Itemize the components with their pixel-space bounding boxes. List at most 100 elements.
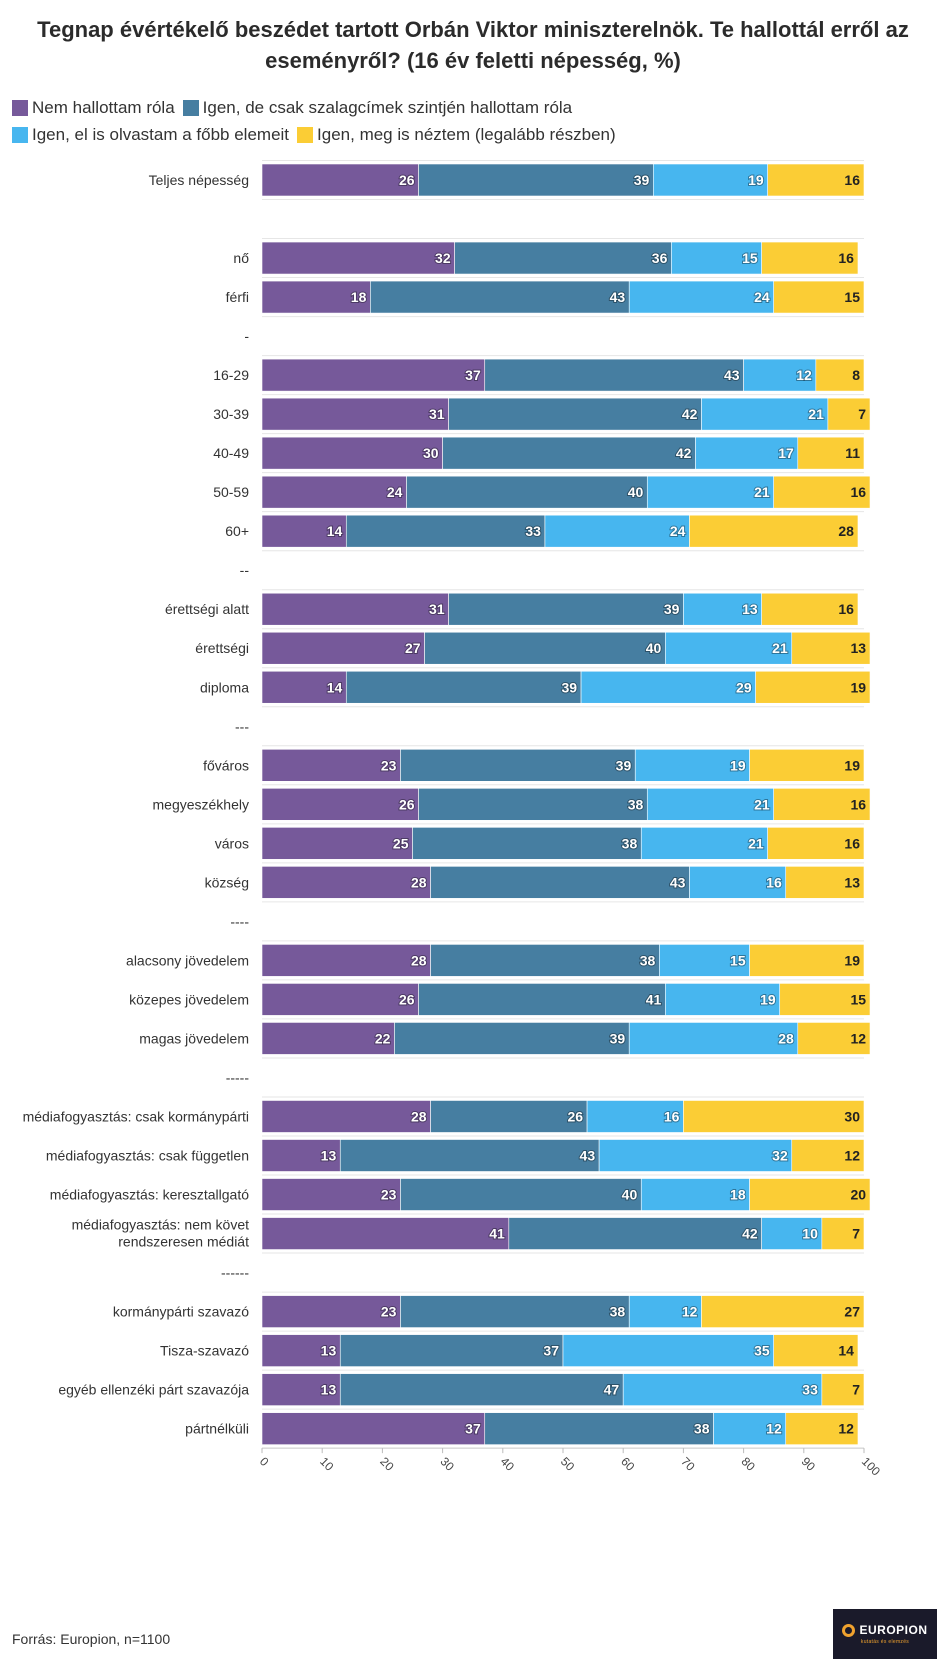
data-label: 21 (772, 640, 788, 656)
legend-swatch (182, 99, 199, 116)
category-label: érettségi alatt (165, 601, 249, 617)
bar-segment (261, 514, 347, 548)
bar-segment (261, 592, 449, 626)
legend-row-1: Nem hallottam róla Igen, de csak szalagc… (12, 94, 712, 121)
legend-label: Igen, el is olvastam a főbb elemeit (32, 124, 290, 144)
data-label: 16 (850, 484, 866, 500)
data-label: 12 (796, 367, 812, 383)
data-label: 21 (754, 796, 770, 812)
bar-segment (261, 670, 347, 704)
data-label: 14 (838, 1343, 854, 1359)
bar-segment (695, 436, 799, 470)
data-label: 23 (381, 757, 397, 773)
category-label: -- (240, 562, 250, 578)
bar-segment (261, 944, 431, 977)
bar-segment (628, 1295, 702, 1328)
data-label: 47 (604, 1382, 620, 1398)
bar-segment (261, 280, 371, 314)
x-tick-label: 10 (317, 1454, 337, 1474)
bar-segment (261, 827, 413, 860)
legend-item-nem-hallottam: Nem hallottam róla (12, 98, 175, 118)
legend-row-2: Igen, el is olvastam a főbb elemeit Igen… (12, 121, 712, 148)
bar-segment (448, 592, 684, 626)
bar-segment (442, 436, 696, 470)
category-label: médiafogyasztás: nem követ rendszeresen m… (72, 1217, 250, 1250)
data-label: 21 (808, 406, 824, 422)
data-label: 38 (694, 1421, 710, 1437)
data-label: 13 (844, 874, 860, 890)
data-label: 24 (387, 484, 403, 500)
category-label: --- (235, 718, 249, 734)
data-label: 42 (682, 406, 698, 422)
bar-segment (586, 1100, 684, 1133)
category-label: egyéb ellenzéki párt szavazója (58, 1382, 249, 1398)
bar-segment (400, 748, 636, 782)
source-note: Forrás: Europion, n=1100 (12, 1631, 171, 1647)
bar-segment (628, 1022, 799, 1055)
data-label: 37 (465, 1421, 481, 1437)
bar-segment (743, 358, 817, 392)
data-label: 28 (411, 952, 427, 968)
logo-row: EUROPION (842, 1623, 927, 1637)
bar-segment (749, 944, 865, 977)
bar-segment (339, 1139, 600, 1172)
data-label: 33 (525, 523, 541, 539)
logo-mark-icon (842, 1623, 856, 1637)
x-tick-label: 30 (437, 1454, 457, 1474)
bar-segment (508, 1217, 762, 1250)
legend-swatch (12, 99, 28, 116)
data-label: 12 (766, 1421, 782, 1437)
bar-segment (767, 163, 865, 197)
bar-segment (689, 866, 787, 899)
bar-segment (345, 514, 546, 548)
data-label: 7 (852, 1382, 860, 1398)
data-label: 40 (646, 640, 662, 656)
bar-segment (261, 748, 401, 782)
data-label: 11 (845, 445, 860, 461)
category-label: 50-59 (213, 484, 249, 500)
category-label: község (205, 874, 249, 890)
data-label: 39 (616, 757, 632, 773)
bar-segment (791, 631, 871, 665)
chart-title: Tegnap évértékelő beszédet tartott Orbán… (37, 17, 909, 73)
bar-segment (761, 1217, 823, 1250)
bar-segment (544, 514, 690, 548)
data-label: 16 (838, 601, 854, 617)
data-label: 41 (646, 991, 662, 1007)
logo-subtext: kutatás és elemzés (860, 1639, 910, 1645)
bar-segment (261, 866, 431, 899)
bar-segment (412, 827, 642, 860)
data-label: 19 (844, 757, 860, 773)
bar-segment (261, 1217, 510, 1250)
bar-segment (791, 1139, 865, 1172)
data-label: 26 (568, 1108, 584, 1124)
x-tick-label: 60 (618, 1454, 638, 1474)
category-label: médiafogyasztás: csak kormánypárti (23, 1108, 249, 1124)
category-label: 16-29 (213, 367, 249, 383)
data-label: 40 (628, 484, 644, 500)
data-label: 19 (850, 679, 866, 695)
data-label: 13 (321, 1382, 337, 1398)
data-label: 12 (682, 1304, 698, 1320)
data-label: 39 (610, 1030, 626, 1046)
bar-segment (418, 163, 654, 197)
data-label: 16 (844, 172, 860, 188)
bar-segment (689, 514, 859, 548)
stacked-bar-chart: Teljes népesség 26 39 19 16 nő 32 36 15 16 férfi 18… (23, 159, 883, 1479)
category-label: nő (233, 250, 249, 266)
bar-segment (261, 241, 455, 275)
data-label: 28 (411, 874, 427, 890)
bar-segment (640, 827, 768, 860)
x-tick-label: 50 (558, 1454, 578, 1474)
bar-segment (418, 788, 648, 821)
legend-label: Igen, meg is néztem (legalább részben) (317, 124, 616, 144)
legend: Nem hallottam róla Igen, de csak szalagc… (12, 94, 712, 148)
category-label: 30-39 (213, 406, 249, 422)
bar-segment (785, 866, 865, 899)
data-label: 23 (381, 1304, 397, 1320)
legend-label: Nem hallottam róla (32, 97, 175, 117)
data-label: 28 (411, 1108, 427, 1124)
bar-segment (821, 1373, 865, 1406)
legend-item-szalagcimek: Igen, de csak szalagcímek szintjén hallo… (182, 98, 572, 118)
data-label: 40 (622, 1187, 638, 1203)
